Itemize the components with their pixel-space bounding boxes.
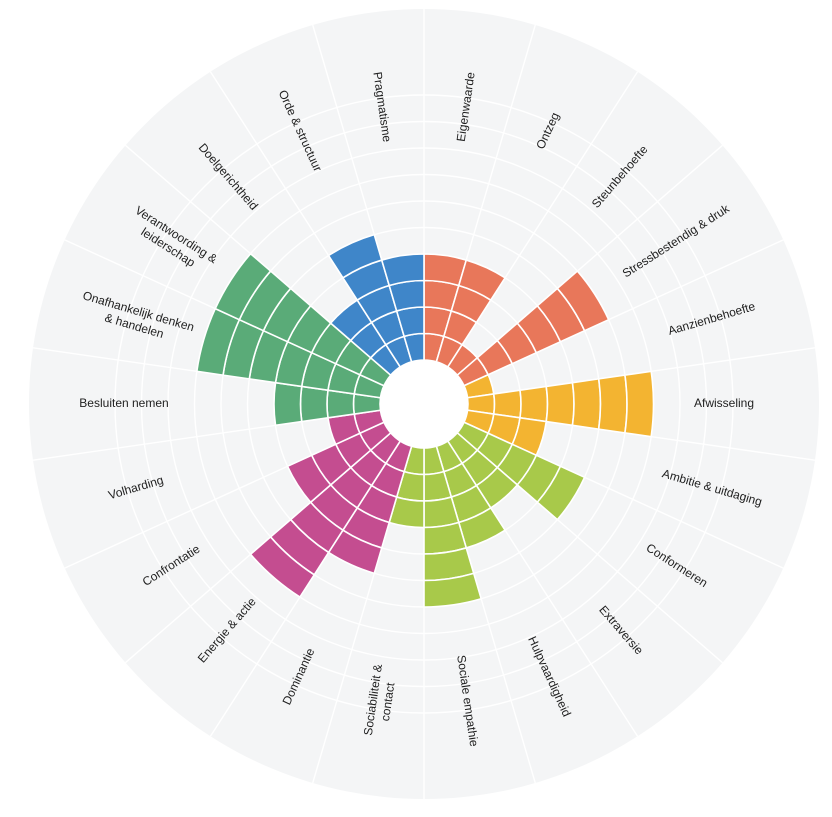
wedge-segment: [273, 381, 303, 427]
wedge-ontzeg: [435, 259, 506, 368]
wedge-segment: [214, 252, 272, 321]
wedge-segment: [299, 385, 329, 423]
wedge-segment: [249, 536, 316, 598]
wedge-segment: [624, 370, 655, 438]
data-layer: [196, 233, 655, 608]
center-hole: [380, 360, 468, 448]
wedge-sociale-empathie: [423, 445, 482, 608]
wedge-conformeren: [456, 421, 586, 521]
wedge-afwisseling: [466, 370, 655, 438]
wedge-pragmatisme: [380, 253, 425, 363]
wedge-segment: [545, 381, 575, 427]
wedge-confrontatie: [286, 421, 392, 504]
wedge-segment: [536, 465, 586, 521]
wedge-segment: [423, 572, 482, 608]
wedge-segment: [571, 378, 602, 430]
wedge-segment: [380, 253, 425, 287]
wedge-energie-actie: [249, 432, 402, 598]
category-label-line: Afwisseling: [694, 396, 754, 410]
category-label-line: Besluiten nemen: [79, 396, 168, 410]
wedge-ambitie-uitdaging: [463, 409, 548, 457]
category-label: Besluiten nemen: [79, 396, 168, 410]
wedge-dominantie: [327, 440, 413, 575]
category-label: Afwisseling: [694, 396, 754, 410]
wedge-orde-structuur: [327, 233, 413, 368]
wedge-segment: [597, 374, 628, 434]
wedge-segment: [457, 259, 506, 301]
wedge-segment: [326, 389, 356, 419]
wedge-segment: [519, 385, 549, 423]
wedge-segment: [492, 389, 522, 419]
wedge-segment: [286, 454, 332, 504]
category-label-line: contact: [378, 681, 397, 722]
wedge-segment: [556, 270, 610, 332]
wedge-verantwoording-leiderschap: [214, 252, 392, 387]
